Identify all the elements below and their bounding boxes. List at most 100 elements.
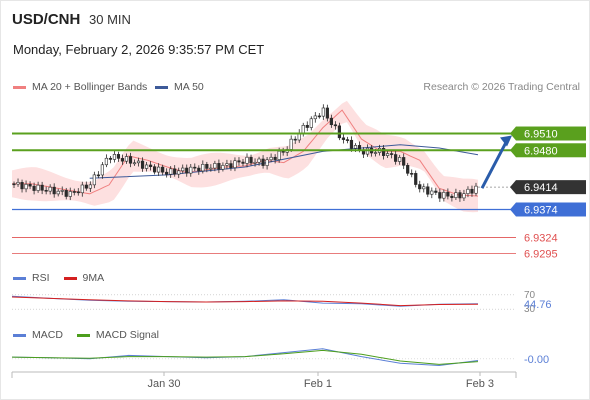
legend-ma50: MA 50 xyxy=(155,81,204,93)
candle-body xyxy=(100,164,104,176)
candle-body xyxy=(157,166,161,173)
x-tick-label: Feb 1 xyxy=(304,378,332,390)
price-level-label: 6.9414 xyxy=(524,182,558,194)
candle-body xyxy=(225,163,229,166)
candle-body xyxy=(108,157,113,160)
candle-body xyxy=(92,174,96,186)
candle-body xyxy=(430,190,434,195)
candle-body xyxy=(16,182,20,185)
candle-body xyxy=(205,163,209,169)
candle-body xyxy=(414,173,418,185)
price-level-label: 6.9480 xyxy=(524,145,558,157)
forecast-arrow-icon xyxy=(480,137,510,189)
candle-body xyxy=(165,171,169,175)
candle-body xyxy=(426,186,430,195)
candle-body xyxy=(68,191,72,197)
ma20-line xyxy=(12,109,479,197)
last-level-tag-pointer xyxy=(510,180,516,195)
candle-body xyxy=(20,182,24,190)
candle-body xyxy=(450,195,454,198)
candle-body xyxy=(229,163,233,169)
pivot-level-tag xyxy=(516,202,586,217)
x-tick-label: Jan 30 xyxy=(147,378,180,390)
candle-body xyxy=(213,163,217,169)
price-level-label: 6.9295 xyxy=(524,249,558,261)
candle-body xyxy=(337,125,342,139)
macd-value-label: -0.00 xyxy=(524,354,549,366)
pivot-level-tag-pointer xyxy=(510,202,516,217)
candle-body xyxy=(136,160,141,164)
candle-body xyxy=(329,117,333,126)
candle-body xyxy=(201,163,205,172)
candle-body xyxy=(209,167,213,170)
candle-body xyxy=(333,124,337,127)
price-level-label: 6.9324 xyxy=(524,232,558,244)
candle-body xyxy=(88,184,92,189)
candle-body xyxy=(269,156,273,161)
candle-body xyxy=(197,167,201,172)
candle-body xyxy=(96,174,100,177)
candle-body xyxy=(345,139,350,141)
candle-body xyxy=(245,156,249,164)
candle-body xyxy=(273,156,277,160)
candle-body xyxy=(24,183,28,190)
candle-body xyxy=(173,168,177,175)
candle-body xyxy=(386,153,390,156)
candle-body xyxy=(406,165,410,174)
candle-body xyxy=(48,186,52,192)
candle-body xyxy=(40,184,44,191)
resistance-level-tag-pointer xyxy=(510,143,516,158)
candle-body xyxy=(144,164,149,169)
datetime-label: Monday, February 2, 2026 9:35:57 PM CET xyxy=(13,42,265,57)
candle-body xyxy=(325,107,329,119)
candle-body xyxy=(438,192,442,199)
candle-body xyxy=(434,190,438,193)
candle-body xyxy=(76,191,80,194)
legend-bollinger-label: MA 20 + Bollinger Bands xyxy=(32,81,148,93)
legend-ma50-label: MA 50 xyxy=(174,81,204,93)
candle-body xyxy=(341,137,346,140)
candle-body xyxy=(446,192,450,197)
candle-body xyxy=(148,164,153,167)
candle-body xyxy=(28,183,32,187)
candle-body xyxy=(321,107,325,117)
candle-body xyxy=(104,157,109,166)
candle-body xyxy=(12,183,16,186)
candle-body xyxy=(313,115,317,120)
ma50-line xyxy=(89,144,479,179)
candle-body xyxy=(84,184,88,189)
candle-body xyxy=(349,139,354,149)
candle-body xyxy=(128,156,133,164)
candle-body xyxy=(181,167,185,172)
candle-body xyxy=(140,160,145,169)
bollinger-swatch-icon xyxy=(13,85,26,89)
candle-body xyxy=(470,188,474,194)
candle-body xyxy=(357,145,362,151)
price-level-label: 6.9374 xyxy=(524,204,558,216)
candle-body xyxy=(458,192,462,199)
resistance-level-tag-pointer xyxy=(510,126,516,141)
candle-body xyxy=(381,147,386,156)
candle-body xyxy=(317,115,321,118)
candle-body xyxy=(80,184,84,194)
candle-body xyxy=(462,193,466,199)
candle-body xyxy=(394,154,398,162)
candle-body xyxy=(418,184,422,190)
candle-body xyxy=(217,163,221,170)
ma50-swatch-icon xyxy=(155,85,168,89)
candle-body xyxy=(305,124,309,128)
candle-body xyxy=(265,159,269,166)
candle-body xyxy=(44,189,48,192)
resistance-level-tag xyxy=(516,126,586,141)
resistance-level-tag xyxy=(516,143,586,158)
candle-body xyxy=(56,190,60,195)
rsi-70-label: 70 xyxy=(524,290,536,301)
forecast-arrowhead-icon xyxy=(500,135,512,147)
candle-body xyxy=(249,156,253,164)
candle-body xyxy=(474,185,478,194)
candle-body xyxy=(289,138,293,150)
research-credit: Research © 2026 Trading Central xyxy=(423,81,580,93)
candle-body xyxy=(189,166,193,174)
legend-macd: MACD MACD Signal xyxy=(13,329,159,341)
